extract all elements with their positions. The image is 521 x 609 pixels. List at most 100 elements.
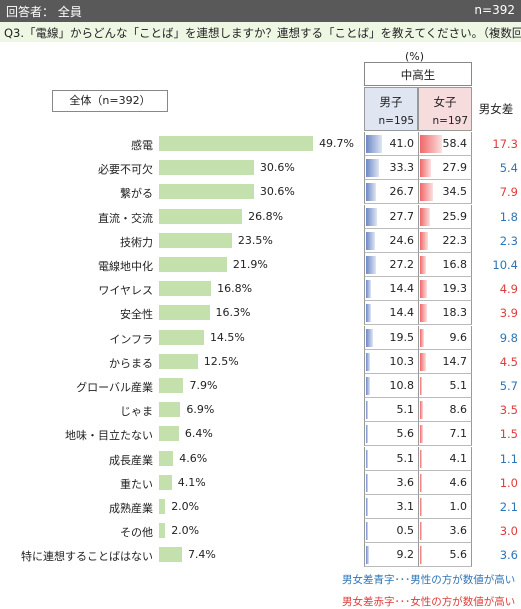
diff-value: 5.4	[499, 161, 518, 176]
female-gradient-bar	[420, 522, 422, 541]
male-value: 33.3	[389, 161, 415, 175]
female-cell: 4.1	[418, 446, 472, 471]
table-row: 成熟産業 2.0% 3.1 1.0 2.1	[0, 495, 521, 519]
total-bar	[159, 499, 166, 514]
male-gradient-bar	[366, 280, 372, 299]
male-cell: 10.8	[364, 374, 418, 398]
category-label: グローバル産業	[76, 381, 153, 394]
category-label: ワイヤレス	[98, 284, 153, 298]
diff-column-header: 男女差	[478, 102, 514, 116]
female-cell: 8.6	[418, 398, 472, 423]
male-cell: 3.6	[364, 470, 418, 495]
total-bar	[159, 402, 181, 418]
female-value: 25.9	[442, 209, 468, 223]
female-value: 18.3	[442, 306, 468, 320]
female-cell: 5.1	[418, 374, 472, 398]
female-value: 4.1	[449, 451, 468, 465]
male-value: 5.1	[396, 403, 415, 417]
table-row: じゃま 6.9% 5.1 8.6 3.5	[0, 398, 521, 423]
total-value-label: 6.4%	[184, 427, 213, 441]
total-bar	[159, 208, 243, 224]
category-label: 特に連想することばはない	[21, 550, 153, 564]
total-value-label: 26.8%	[248, 209, 284, 223]
total-legend-box: 全体（n=392）	[52, 90, 168, 112]
table-row: 必要不可欠 30.6% 33.3 27.9 5.4	[0, 156, 521, 181]
category-label: 重たい	[120, 477, 153, 491]
diff-value: 3.5	[499, 403, 518, 418]
male-value: 0.5	[396, 524, 415, 538]
diff-value: 10.4	[492, 258, 518, 272]
total-bar	[159, 257, 227, 272]
total-bar	[159, 426, 179, 442]
diff-value: 3.9	[499, 306, 518, 321]
table-row: からまる 12.5% 10.3 14.7 4.5	[0, 349, 521, 374]
total-value-label: 12.5%	[203, 354, 239, 368]
blue-note: 男女差青字･･･男性の方が数値が高い	[342, 574, 516, 586]
category-label: 成長産業	[109, 453, 153, 467]
male-gradient-bar	[366, 231, 376, 250]
male-value: 26.7	[389, 185, 415, 199]
table-row: 成長産業 4.6% 5.1 4.1 1.1	[0, 446, 521, 471]
male-cell: 5.6	[364, 422, 418, 447]
male-gradient-bar	[366, 473, 368, 492]
diff-value: 5.7	[499, 379, 518, 393]
male-value: 3.1	[396, 500, 415, 513]
male-value: 27.2	[389, 258, 415, 271]
male-cell: 3.1	[364, 495, 418, 519]
table-row: インフラ 14.5% 19.5 9.6 9.8	[0, 325, 521, 350]
total-bar	[159, 232, 232, 248]
female-value: 19.3	[442, 282, 468, 296]
category-label: じゃま	[120, 405, 153, 419]
question-text: Q3.「電線」からどんな「ことば」を連想しますか？連想する「ことば」を教えてくだ…	[4, 26, 521, 40]
male-cell: 19.5	[364, 325, 418, 350]
diff-value: 17.3	[492, 137, 518, 151]
table-row: 重たい 4.1% 3.6 4.6 1.0	[0, 470, 521, 495]
category-label: 直流・交流	[98, 211, 153, 225]
diff-value: 1.1	[499, 451, 518, 466]
category-label: 安全性	[120, 308, 153, 322]
male-cell: 24.6	[364, 228, 418, 253]
table-row: 安全性 16.3% 14.4 18.3 3.9	[0, 301, 521, 326]
diff-value: 2.1	[499, 500, 518, 514]
diff-value: 1.0	[499, 475, 518, 490]
male-cell: 33.3	[364, 156, 418, 181]
total-bar	[159, 353, 198, 369]
diff-value: 4.9	[499, 282, 518, 297]
male-value: 3.6	[396, 475, 415, 489]
male-cell: 26.7	[364, 180, 418, 205]
category-label: その他	[120, 526, 153, 540]
respondent-label: 回答者： 全員	[6, 5, 82, 19]
table-row: 感電 49.7% 41.0 58.4 17.3	[0, 132, 521, 156]
category-label: 必要不可欠	[98, 163, 153, 177]
total-value-label: 4.1%	[177, 475, 206, 489]
female-value: 16.8	[442, 258, 468, 271]
male-gradient-bar	[366, 135, 382, 153]
male-cell: 9.2	[364, 543, 418, 568]
male-cell: 27.2	[364, 253, 418, 277]
table-row: その他 2.0% 0.5 3.6 3.0	[0, 519, 521, 544]
female-gradient-bar	[420, 135, 443, 153]
male-n: n=195	[378, 115, 415, 127]
table-row: 特に連想することばはない 7.4% 9.2 5.6 3.6	[0, 543, 521, 568]
female-gradient-bar	[420, 352, 426, 371]
total-value-label: 23.5%	[237, 233, 273, 247]
female-gradient-bar	[420, 183, 434, 202]
table-row: グローバル産業 7.9% 10.8 5.1 5.7	[0, 374, 521, 398]
female-gradient-bar	[420, 449, 422, 468]
header-bar: 回答者： 全員 n=392	[0, 0, 521, 22]
category-label: 感電	[131, 139, 153, 152]
male-gradient-bar	[366, 304, 372, 323]
total-bar	[159, 281, 212, 297]
total-value-label: 7.9%	[189, 379, 218, 392]
female-gradient-bar	[420, 256, 427, 274]
total-bar	[159, 378, 184, 393]
female-value: 27.9	[442, 161, 468, 175]
diff-value: 4.5	[499, 354, 518, 369]
table-row: 電線地中化 21.9% 27.2 16.8 10.4	[0, 253, 521, 277]
sample-size: n=392	[474, 3, 515, 17]
male-gradient-bar	[366, 401, 368, 420]
male-value: 10.3	[389, 354, 415, 368]
total-value-label: 7.4%	[187, 548, 216, 562]
female-value: 8.6	[449, 403, 468, 417]
table-row: 繋がる 30.6% 26.7 34.5 7.9	[0, 180, 521, 205]
